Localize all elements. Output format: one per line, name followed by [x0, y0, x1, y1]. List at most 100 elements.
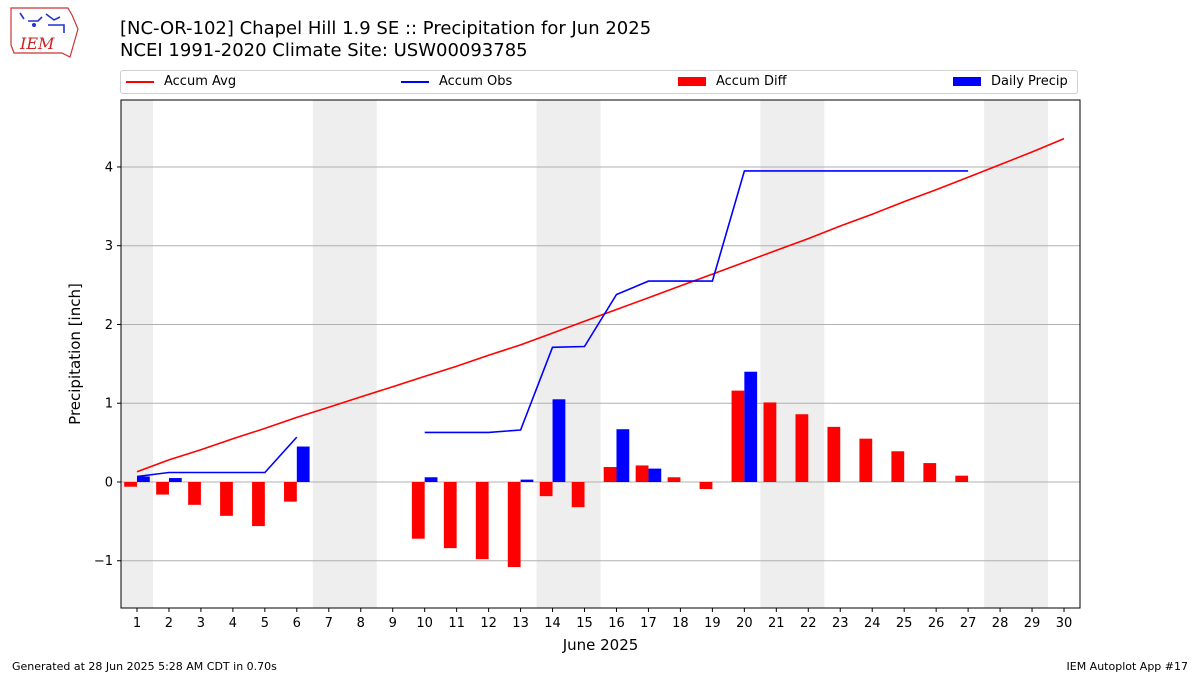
- x-tick-label-6: 6: [293, 616, 301, 631]
- x-tick-label-17: 17: [640, 616, 657, 631]
- accum-diff-bar-5: [252, 481, 265, 527]
- daily-precip-bar-13: [520, 479, 534, 482]
- legend-label-accum-diff: Accum Diff: [716, 74, 787, 89]
- accum-diff-bar-15: [571, 481, 585, 508]
- x-tick-label-24: 24: [864, 616, 881, 631]
- accum-diff-bar-24: [859, 438, 873, 482]
- accum-diff-bar-13: [507, 481, 521, 568]
- accum-diff-bar-18: [667, 477, 681, 482]
- chart-subtitle: NCEI 1991-2020 Climate Site: USW00093785: [120, 40, 528, 61]
- accum-diff-bar-1: [124, 481, 137, 487]
- x-tick-label-8: 8: [357, 616, 365, 631]
- x-tick-label-15: 15: [576, 616, 593, 631]
- x-tick-label-26: 26: [928, 616, 945, 631]
- weekend-shade-3: [760, 100, 825, 608]
- x-tick-label-19: 19: [704, 616, 721, 631]
- daily-precip-bar-20: [744, 371, 758, 482]
- accum-diff-bar-16: [603, 467, 617, 482]
- legend-swatch-accum-diff: [678, 77, 706, 86]
- accum-obs-line: [136, 170, 969, 478]
- legend-label-daily-precip: Daily Precip: [991, 74, 1068, 89]
- x-tick-label-29: 29: [1024, 616, 1041, 631]
- weekend-shade-2: [536, 100, 601, 608]
- accum-diff-bar-14: [539, 481, 553, 497]
- x-tick-label-2: 2: [165, 616, 173, 631]
- legend-item-daily-precip: Daily Precip: [953, 74, 1068, 89]
- chart-title: [NC-OR-102] Chapel Hill 1.9 SE :: Precip…: [120, 18, 652, 39]
- legend-swatch-accum-avg: [126, 80, 154, 83]
- y-tick-label-4: 4: [105, 160, 113, 175]
- x-tick-label-11: 11: [448, 616, 465, 631]
- legend: Accum Avg Accum Obs Accum Diff Daily Pre…: [120, 70, 1078, 94]
- x-tick-label-7: 7: [325, 616, 333, 631]
- y-axis-label: Precipitation [inch]: [66, 283, 84, 425]
- x-tick-label-25: 25: [896, 616, 913, 631]
- x-tick-label-22: 22: [800, 616, 817, 631]
- x-tick-label-21: 21: [768, 616, 785, 631]
- accum-diff-bar-11: [443, 481, 457, 549]
- x-tick-label-18: 18: [672, 616, 689, 631]
- accum-diff-bar-2: [156, 481, 169, 495]
- accum-diff-bar-20: [731, 390, 745, 482]
- accum-diff-bar-23: [827, 426, 841, 482]
- footer-app-label: IEM Autoplot App #17: [1066, 660, 1189, 673]
- x-tick-label-5: 5: [261, 616, 269, 631]
- daily-precip-bar-17: [648, 468, 662, 482]
- x-tick-label-1: 1: [133, 616, 141, 631]
- weather-icons: [19, 12, 65, 33]
- accum-diff-bar-21: [763, 402, 777, 482]
- x-axis-label: June 2025: [562, 636, 639, 654]
- legend-label-accum-obs: Accum Obs: [439, 74, 513, 89]
- accum-diff-bar-27: [955, 475, 969, 482]
- legend-label-accum-avg: Accum Avg: [164, 74, 237, 89]
- plot-frame: [120, 99, 1081, 609]
- x-tick-label-30: 30: [1056, 616, 1073, 631]
- daily-precip-bar-1: [136, 476, 150, 482]
- legend-swatch-accum-obs: [401, 80, 429, 83]
- iowa-outline: [10, 7, 79, 58]
- daily-precip-bar-14: [552, 399, 566, 482]
- y-tick-label-3: 3: [105, 239, 113, 254]
- accum-avg-line: [136, 137, 1065, 473]
- daily-precip-bar-6: [296, 446, 310, 482]
- x-tick-label-27: 27: [960, 616, 977, 631]
- accum-diff-bar-6: [284, 481, 297, 502]
- legend-item-accum-obs: Accum Obs: [401, 74, 512, 89]
- x-tick-label-10: 10: [416, 616, 433, 631]
- accum-diff-bar-12: [475, 481, 489, 560]
- x-tick-label-12: 12: [480, 616, 497, 631]
- x-tick-label-9: 9: [389, 616, 397, 631]
- accum-diff-bar-25: [891, 451, 905, 482]
- y-tick-label-0: 0: [105, 475, 113, 490]
- footer-generated-note: Generated at 28 Jun 2025 5:28 AM CDT in …: [12, 660, 277, 673]
- weekend-shade-1: [312, 100, 377, 608]
- daily-precip-bar-16: [616, 429, 630, 482]
- logo-text: IEM: [19, 34, 55, 53]
- x-tick-label-16: 16: [608, 616, 625, 631]
- accum-diff-bar-4: [220, 481, 233, 516]
- x-tick-label-28: 28: [992, 616, 1009, 631]
- x-tick-label-13: 13: [512, 616, 529, 631]
- weekend-shade-0: [121, 100, 153, 608]
- x-tick-label-20: 20: [736, 616, 753, 631]
- x-tick-label-23: 23: [832, 616, 849, 631]
- y-tick-label-1: 1: [105, 397, 113, 412]
- accum-diff-bar-19: [699, 481, 713, 490]
- accum-diff-bar-26: [923, 463, 937, 482]
- accum-diff-bar-22: [795, 414, 809, 482]
- accum-diff-bar-10: [411, 481, 425, 539]
- y-tick-label-2: 2: [105, 318, 113, 333]
- accum-diff-bar-17: [635, 465, 649, 482]
- daily-precip-bar-10: [424, 477, 438, 482]
- accum-diff-bar-3: [188, 481, 201, 505]
- y-tick-label--1: −1: [94, 554, 113, 569]
- legend-item-accum-avg: Accum Avg: [126, 74, 236, 89]
- weekend-shade-4: [984, 100, 1049, 608]
- x-tick-label-3: 3: [197, 616, 205, 631]
- x-tick-label-14: 14: [544, 616, 561, 631]
- legend-swatch-daily-precip: [953, 77, 981, 86]
- x-tick-label-4: 4: [229, 616, 237, 631]
- legend-item-accum-diff: Accum Diff: [678, 74, 787, 89]
- daily-precip-bar-2: [168, 478, 182, 482]
